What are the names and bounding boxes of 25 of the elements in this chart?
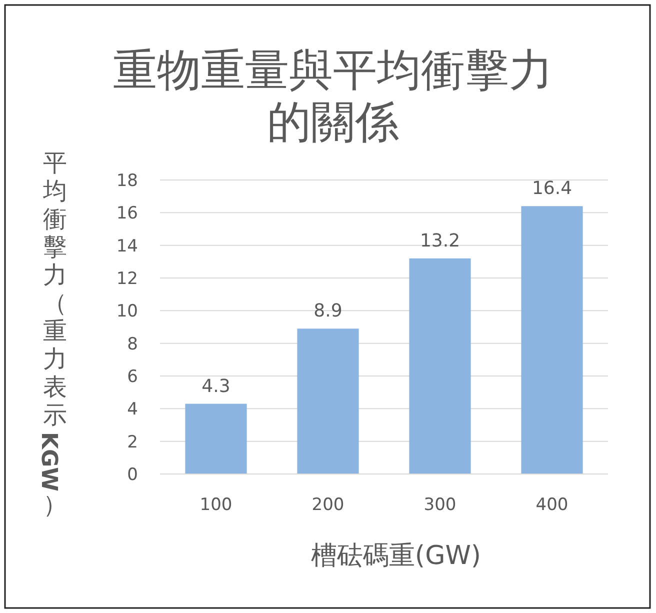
data-label: 4.3: [202, 376, 230, 397]
chart-title: 重物重量與平均衝擊力的關係: [113, 45, 553, 148]
x-tick-label: 100: [200, 495, 232, 515]
y-tick-label: 10: [116, 302, 138, 322]
y-tick-label: 2: [127, 432, 138, 452]
x-tick-label: 400: [536, 495, 568, 515]
y-tick-label: 0: [127, 464, 138, 485]
data-label: 13.2: [420, 230, 460, 252]
bar: [521, 206, 583, 474]
bar: [409, 258, 471, 474]
y-tick-label: 4: [127, 400, 138, 420]
bar: [297, 328, 359, 474]
x-tick-label: 300: [424, 495, 456, 515]
y-axis-title: 平均衝擊力（重力表示KGW）: [36, 149, 67, 519]
x-tick-label: 200: [312, 495, 344, 515]
y-tick-label: 16: [116, 204, 138, 224]
x-axis-title: 槽砝碼重(GW): [310, 541, 482, 571]
y-tick-label: 12: [116, 268, 138, 289]
data-label: 16.4: [532, 178, 572, 200]
bar: [185, 404, 247, 474]
y-tick-label: 8: [127, 334, 138, 354]
y-tick-label: 18: [116, 170, 138, 191]
y-tick-label: 6: [127, 366, 138, 387]
data-label: 8.9: [314, 300, 342, 322]
y-tick-label: 14: [116, 236, 138, 256]
